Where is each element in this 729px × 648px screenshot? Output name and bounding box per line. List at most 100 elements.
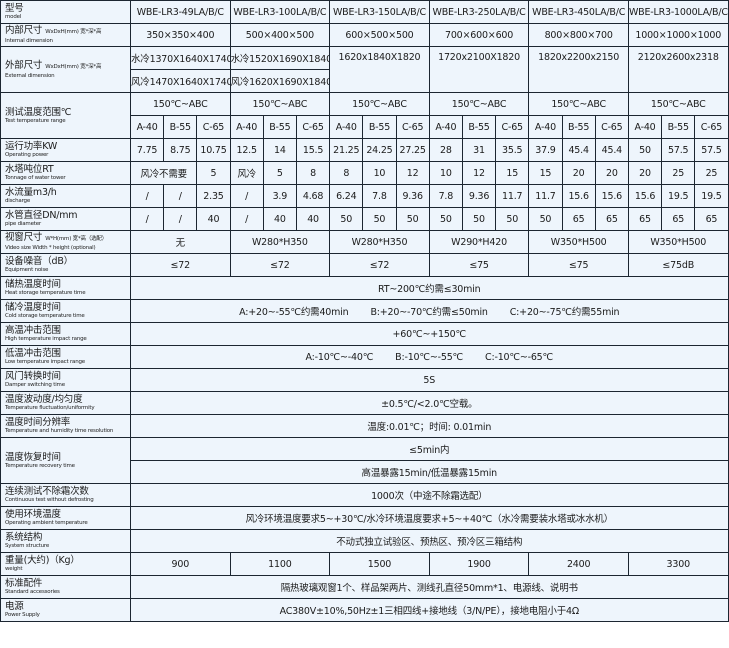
row-noise: 设备噪音（dB） Equipment noise ≤72 ≤72 ≤72 ≤75 ≤75 ≤7… (0, 253, 729, 277)
row-power: 运行功率KW Operating power 7.75 8.75 10.75 12.5 14… (0, 138, 729, 162)
value-cell: 50 (461, 207, 497, 231)
label-en: model (5, 14, 22, 20)
row-label: 型号 model (0, 0, 131, 24)
variant-cell: C-65 (395, 115, 430, 139)
value-cell: W280*H350 (229, 230, 331, 254)
value-cell: 5 (196, 161, 231, 185)
value-cell: 1900 (428, 552, 530, 576)
value-cell: 40 (295, 207, 331, 231)
label-en: Damper switching time (5, 382, 65, 388)
value-cell: 1100 (229, 552, 331, 576)
value-cell: 风冷1470X1640X1740 (130, 69, 231, 93)
label-zh: 使用环境温度 (5, 509, 61, 520)
label-en: Power Supply (5, 612, 40, 618)
row-label: 外部尺寸 WxDxH(mm) 宽*深*高 External dimension (0, 46, 131, 93)
value-cell: 50 (627, 138, 663, 162)
row-structure: 系统结构 System structure 不动式独立试验区、预热区、预冷区三箱结构 (0, 529, 729, 553)
row-label: 电源 Power Supply (0, 598, 131, 622)
label-zh: 温度时间分辨率 (5, 417, 71, 428)
row-header: 型号 model WBE-LR3-49LA/B/C WBE-LR3-100LA/B/C… (0, 0, 729, 24)
row-damper: 风门转换时间 Damper switching time 5S (0, 368, 729, 392)
row-label: 连续测试不除霜次数 Continuous test without defrost… (0, 483, 131, 507)
label-zh: 水流量m3/h (5, 187, 57, 198)
label-zh: 标准配件 (5, 578, 43, 589)
value-part: B:-10℃~-55℃ (395, 351, 464, 363)
label-en: Heat storage temperature time (5, 290, 86, 296)
value-cell: 14 (262, 138, 297, 162)
value-cell: AC380V±10%,50Hz±1三相四线+接地线（3/N/PE），接地电阻小于… (130, 598, 729, 622)
row-label: 设备噪音（dB） Equipment noise (0, 253, 131, 277)
row-label: 储热温度时间 Heat storage temperature time (0, 276, 131, 300)
label-en: discharge (5, 198, 31, 204)
value-cell: 150℃~ABC (329, 92, 430, 116)
value-cell: 水冷1370X1640X1740 (130, 46, 231, 70)
variant-cell: C-65 (295, 115, 331, 139)
value-cell: 12.5 (229, 138, 264, 162)
value-cell: 12 (395, 161, 430, 185)
variant-cell: B-55 (461, 115, 497, 139)
value-cell: 风冷 (229, 161, 264, 185)
label-zh-text: 外部尺寸 (5, 59, 43, 71)
value-cell: 50 (329, 207, 364, 231)
value-cell: ≤75 (528, 253, 629, 277)
label-en: weight (5, 566, 23, 572)
label-note: WxDxH(mm) 宽*深*高 (45, 29, 102, 35)
row-label: 温度恢复时间 Temperature recovery time (0, 437, 131, 484)
label-en: Cold storage temperature time (5, 313, 85, 319)
row-label: 水塔吨位RT Tonnage of water tower (0, 161, 131, 185)
value-cell: 150℃~ABC (229, 92, 331, 116)
value-cell: 6.24 (329, 184, 364, 208)
label-en: Internal dimension (5, 38, 53, 44)
model-header: WBE-LR3-49LA/B/C (130, 0, 231, 24)
value-cell: 8 (295, 161, 331, 185)
label-en: Low temperature impact range (5, 359, 85, 365)
value-cell: W290*H420 (428, 230, 530, 254)
label-zh: 电源 (5, 601, 24, 612)
label-en: pipe diameter (5, 221, 41, 227)
label-zh: 水塔吨位RT (5, 164, 54, 175)
row-label: 内部尺寸 WxDxH(mm) 宽*深*高 Internal dimension (0, 23, 131, 47)
value-cell: 50 (428, 207, 463, 231)
row-label: 水流量m3/h discharge (0, 184, 131, 208)
label-en: Operating power (5, 152, 49, 158)
row-test_range-sub: A-40 B-55 C-65 A-40 B-55 C-65 A-40 B-55 C-65 A-40… (1, 115, 729, 139)
label-zh: 运行功率KW (5, 141, 58, 152)
row-high: 高温冲击范围 High temperature impact range +60℃~… (0, 322, 729, 346)
label-zh: 高温冲击范围 (5, 325, 61, 336)
row-label: 储冷温度时间 Cold storage temperature time (0, 299, 131, 323)
row-accessories: 标准配件 Standard accessories 隔热玻璃观窗1个、样品架两片、测… (0, 575, 729, 599)
value-cell: ±0.5℃/<2.0℃空载。 (130, 391, 729, 415)
value-cell: 65 (694, 207, 729, 231)
value-cell: W280*H350 (329, 230, 430, 254)
label-zh: 低温冲击范围 (5, 348, 61, 359)
row-label: 重量(大约)（Kg） weight (0, 552, 131, 576)
variant-cell: C-65 (495, 115, 530, 139)
value-cell: ≤72 (229, 253, 331, 277)
row-weight: 重量(大约)（Kg） weight 900 1100 1500 1900 2400 3300 (0, 552, 729, 576)
value-cell: 7.8 (362, 184, 397, 208)
value-cell: W350*H500 (528, 230, 629, 254)
label-zh: 重量(大约)（Kg） (5, 555, 80, 566)
model-header: WBE-LR3-250LA/B/C (428, 0, 530, 24)
row-label: 温度波动度/均匀度 Temperature fluctuation/uniform… (0, 391, 131, 415)
value-cell: 15.6 (627, 184, 663, 208)
value-cell: / (229, 184, 264, 208)
row-recovery: 温度恢复时间 Temperature recovery time ≤5min内 (0, 437, 729, 484)
label-en: Standard accessories (5, 589, 60, 595)
label-zh: 储冷温度时间 (5, 302, 61, 313)
variant-cell: A-40 (229, 115, 264, 139)
value-cell: 27.25 (395, 138, 430, 162)
row-label: 使用环境温度 Operating ambient temperature (0, 506, 131, 530)
row-label: 水管直径DN/mm pipe diameter (0, 207, 131, 231)
value-cell: 50 (495, 207, 530, 231)
row-recovery-2: 高温暴露15min/低温暴露15min (1, 460, 729, 484)
value-cell: 3300 (627, 552, 729, 576)
value-cell: 57.5 (661, 138, 696, 162)
value-cell: 600×500×500 (329, 23, 430, 47)
label-zh: 测试温度范围℃ (5, 106, 72, 118)
value-cell: 4.68 (295, 184, 331, 208)
value-cell: 50 (528, 207, 563, 231)
value-cell: 无 (130, 230, 231, 254)
value-cell: 12 (461, 161, 497, 185)
label-zh: 风门转换时间 (5, 371, 61, 382)
